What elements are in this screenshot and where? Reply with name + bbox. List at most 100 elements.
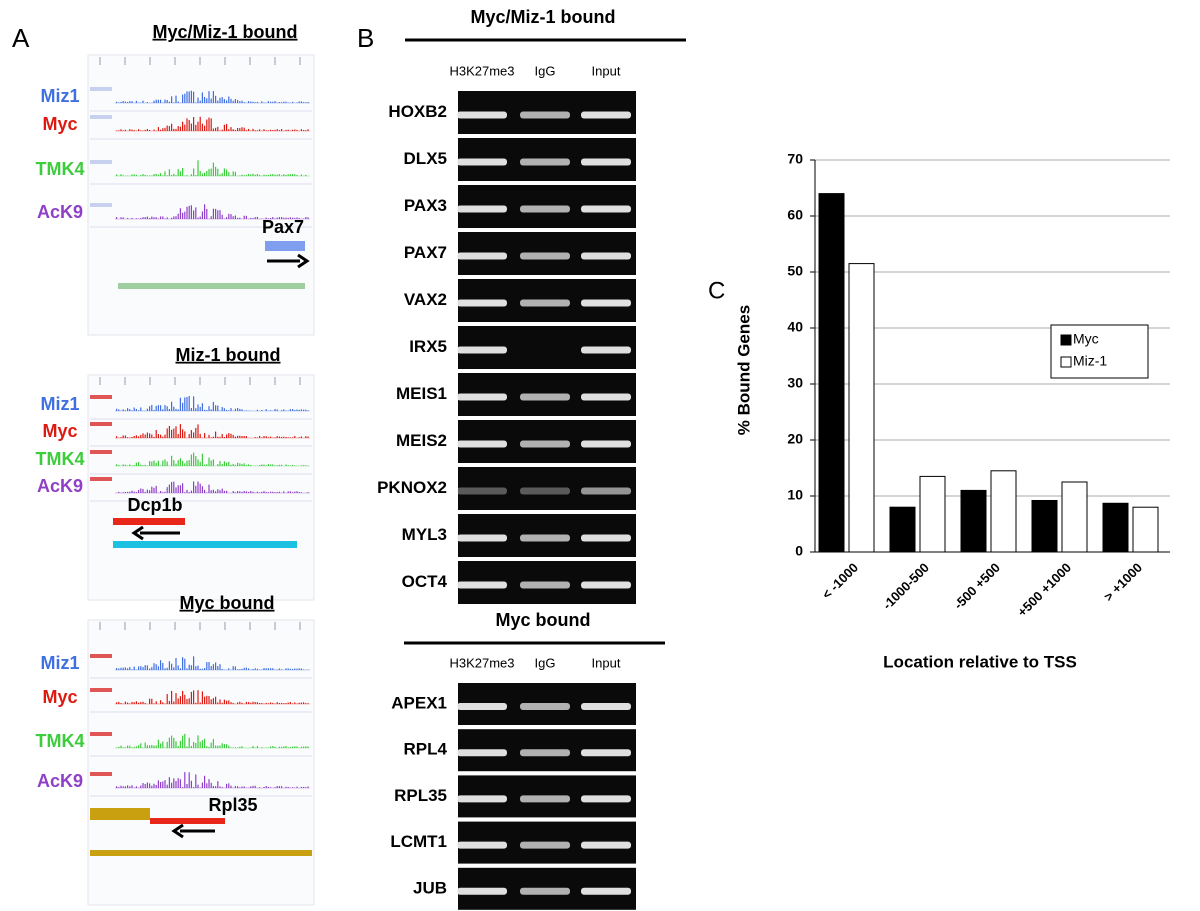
gel-band <box>581 252 631 260</box>
track-signal <box>177 433 179 438</box>
track-signal <box>135 786 137 788</box>
track-signal <box>272 216 274 219</box>
track-signal <box>250 464 252 466</box>
track-signal <box>157 666 159 670</box>
track-signal <box>188 396 190 411</box>
track-signal <box>190 430 192 438</box>
track-signal <box>303 465 305 466</box>
track-signal <box>300 668 302 670</box>
track-signal <box>223 490 225 493</box>
track-signal <box>171 401 173 411</box>
track-signal <box>133 130 135 131</box>
track-signal <box>173 778 175 788</box>
track-signal <box>292 174 294 176</box>
track-signal <box>131 129 133 131</box>
track-signal <box>193 117 195 131</box>
track-signal <box>248 702 250 704</box>
track-tag <box>90 115 112 119</box>
track-signal <box>208 117 210 131</box>
track-signal <box>250 491 252 493</box>
gel-band <box>457 887 507 895</box>
track-signal <box>140 464 142 466</box>
track-signal <box>241 786 243 788</box>
track-signal <box>153 487 155 493</box>
track-signal <box>278 102 280 103</box>
track-signal <box>234 129 236 131</box>
legend-label: Myc <box>1073 331 1099 347</box>
track-signal <box>285 174 287 176</box>
track-signal <box>259 702 261 704</box>
gene-track <box>113 541 297 548</box>
track-signal <box>256 130 258 131</box>
track-signal <box>144 434 146 438</box>
track-signal <box>283 491 285 493</box>
track-signal <box>131 217 133 219</box>
track-signal <box>155 664 157 670</box>
gel-band <box>581 795 631 803</box>
track-signal <box>179 424 181 438</box>
track-signal <box>265 130 267 131</box>
track-signal <box>184 93 186 103</box>
track-signal <box>228 410 230 411</box>
track-signal <box>217 405 219 411</box>
track-signal <box>120 703 122 704</box>
track-signal <box>298 492 300 493</box>
track-signal <box>179 668 181 670</box>
track-signal <box>239 217 241 219</box>
track-signal <box>250 217 252 219</box>
track-signal <box>166 125 168 131</box>
gel-band <box>520 841 570 849</box>
track-signal <box>234 786 236 788</box>
track-signal <box>292 787 294 788</box>
track-signal <box>237 786 239 788</box>
track-signal <box>261 101 263 103</box>
track-signal <box>140 666 142 670</box>
track-signal <box>234 436 236 438</box>
track-signal <box>199 483 201 493</box>
track-signal <box>175 408 177 411</box>
track-signal <box>179 171 181 176</box>
track-signal <box>219 174 221 176</box>
track-signal <box>204 489 206 493</box>
track-signal <box>272 101 274 103</box>
track-signal <box>166 694 168 704</box>
track-signal <box>243 786 245 788</box>
track-signal <box>285 786 287 788</box>
track-signal <box>155 701 157 704</box>
track-signal <box>193 168 195 176</box>
track-signal <box>303 786 305 788</box>
gene-model <box>90 808 150 820</box>
track-signal <box>239 701 241 704</box>
track-signal <box>201 740 203 748</box>
track-signal <box>188 492 190 493</box>
track-signal <box>153 783 155 788</box>
track-signal <box>193 741 195 748</box>
track-signal <box>171 123 173 131</box>
gene-track <box>118 283 305 289</box>
track-signal <box>281 217 283 219</box>
track-signal <box>223 99 225 103</box>
track-signal <box>149 668 151 670</box>
gel-band <box>581 205 631 213</box>
track-signal <box>182 690 184 704</box>
track-signal <box>212 91 214 103</box>
track-signal <box>197 97 199 103</box>
track-signal <box>120 745 122 748</box>
track-signal <box>120 785 122 788</box>
track-signal <box>289 491 291 493</box>
track-signal <box>215 405 217 411</box>
track-signal <box>144 129 146 131</box>
track-signal <box>303 702 305 704</box>
track-signal <box>160 405 162 411</box>
track-signal <box>204 96 206 103</box>
gene-label: LCMT1 <box>390 832 447 851</box>
track-signal <box>204 668 206 670</box>
track-signal <box>285 668 287 670</box>
track-signal <box>272 745 274 748</box>
track-signal <box>276 174 278 176</box>
track-signal <box>287 129 289 131</box>
gene-label: OCT4 <box>402 572 448 591</box>
bar <box>1031 499 1058 553</box>
track-signal <box>135 174 137 176</box>
track-signal <box>281 410 283 411</box>
